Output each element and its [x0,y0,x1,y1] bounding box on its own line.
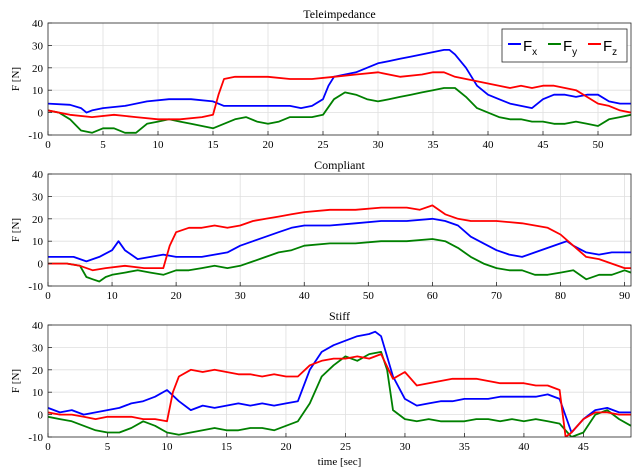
y-tick-label: -10 [28,432,43,444]
legend-label-fy: Fy [563,38,577,58]
series-line-fz [48,71,631,121]
x-tick-label: 0 [45,441,51,453]
x-tick-label: 20 [263,139,275,151]
x-tick-label: 5 [105,441,111,453]
x-tick-label: 40 [299,290,311,302]
x-tick-label: 25 [340,441,352,453]
y-axis-label: F [N] [10,67,22,91]
plot-area [48,174,631,286]
x-tick-label: 10 [161,441,173,453]
y-tick-label: 10 [32,85,44,97]
series-line-fy [48,238,631,283]
series-line-fx [48,49,631,114]
panel-title: Compliant [314,158,365,172]
x-tick-label: 30 [399,441,411,453]
y-tick-label: 0 [38,259,44,271]
y-axis-label: F [N] [10,218,22,242]
axes-frame [47,324,632,438]
y-tick-label: 30 [32,191,44,203]
series-line-fz [48,353,631,437]
x-tick-label: 5 [100,139,106,151]
legend-box [501,28,628,63]
axes-frame [47,22,632,136]
panel-title: Stiff [329,309,350,323]
y-tick-label: 20 [32,365,44,377]
x-tick-label: 80 [555,290,567,302]
x-tick-label: 35 [459,441,471,453]
y-axis-label: F [N] [10,369,22,393]
axes-frame [47,173,632,287]
x-tick-label: 20 [171,290,183,302]
x-tick-label: 90 [619,290,631,302]
y-tick-label: 10 [32,236,44,248]
series-line-fx [48,330,631,434]
y-tick-label: -10 [28,130,43,142]
panel-title: Teleimpedance [303,7,375,21]
x-tick-label: 20 [280,441,292,453]
series-line-fy [48,87,631,134]
legend: Fx Fy Fz [501,28,628,63]
y-tick-label: 10 [32,387,44,399]
series-line-fz [48,204,631,272]
y-tick-label: 40 [32,18,44,30]
x-tick-label: 35 [428,139,440,151]
y-tick-label: 40 [32,320,44,332]
x-tick-label: 10 [107,290,119,302]
x-tick-label: 60 [427,290,439,302]
y-tick-label: 20 [32,214,44,226]
y-tick-label: 0 [38,410,44,422]
y-tick-label: -10 [28,281,43,293]
x-tick-label: 45 [578,441,590,453]
legend-label-fx: Fx [523,38,537,58]
x-tick-label: 30 [373,139,385,151]
x-axis-label: time [sec] [318,456,362,468]
panel-1: 0 10 20 30 40 50 60 70 80 90-10010203040Compliant… [10,158,632,302]
y-tick-label: 0 [38,108,44,120]
x-tick-label: 25 [318,139,330,151]
x-tick-label: 0 [45,139,51,151]
series-line-fy [48,350,631,437]
y-tick-label: 30 [32,342,44,354]
y-tick-label: 20 [32,63,44,75]
x-tick-label: 30 [235,290,247,302]
x-tick-label: 15 [208,139,220,151]
x-tick-label: 40 [483,139,495,151]
x-tick-label: 15 [221,441,233,453]
y-tick-label: 40 [32,169,44,181]
x-tick-label: 10 [153,139,165,151]
legend-label-fz: Fz [603,38,617,58]
series-line-fx [48,217,631,263]
x-tick-label: 50 [363,290,375,302]
x-tick-label: 40 [518,441,530,453]
y-tick-label: 30 [32,40,44,52]
x-tick-label: 50 [593,139,605,151]
x-tick-label: 45 [538,139,550,151]
x-tick-label: 70 [491,290,503,302]
x-tick-label: 0 [45,290,51,302]
